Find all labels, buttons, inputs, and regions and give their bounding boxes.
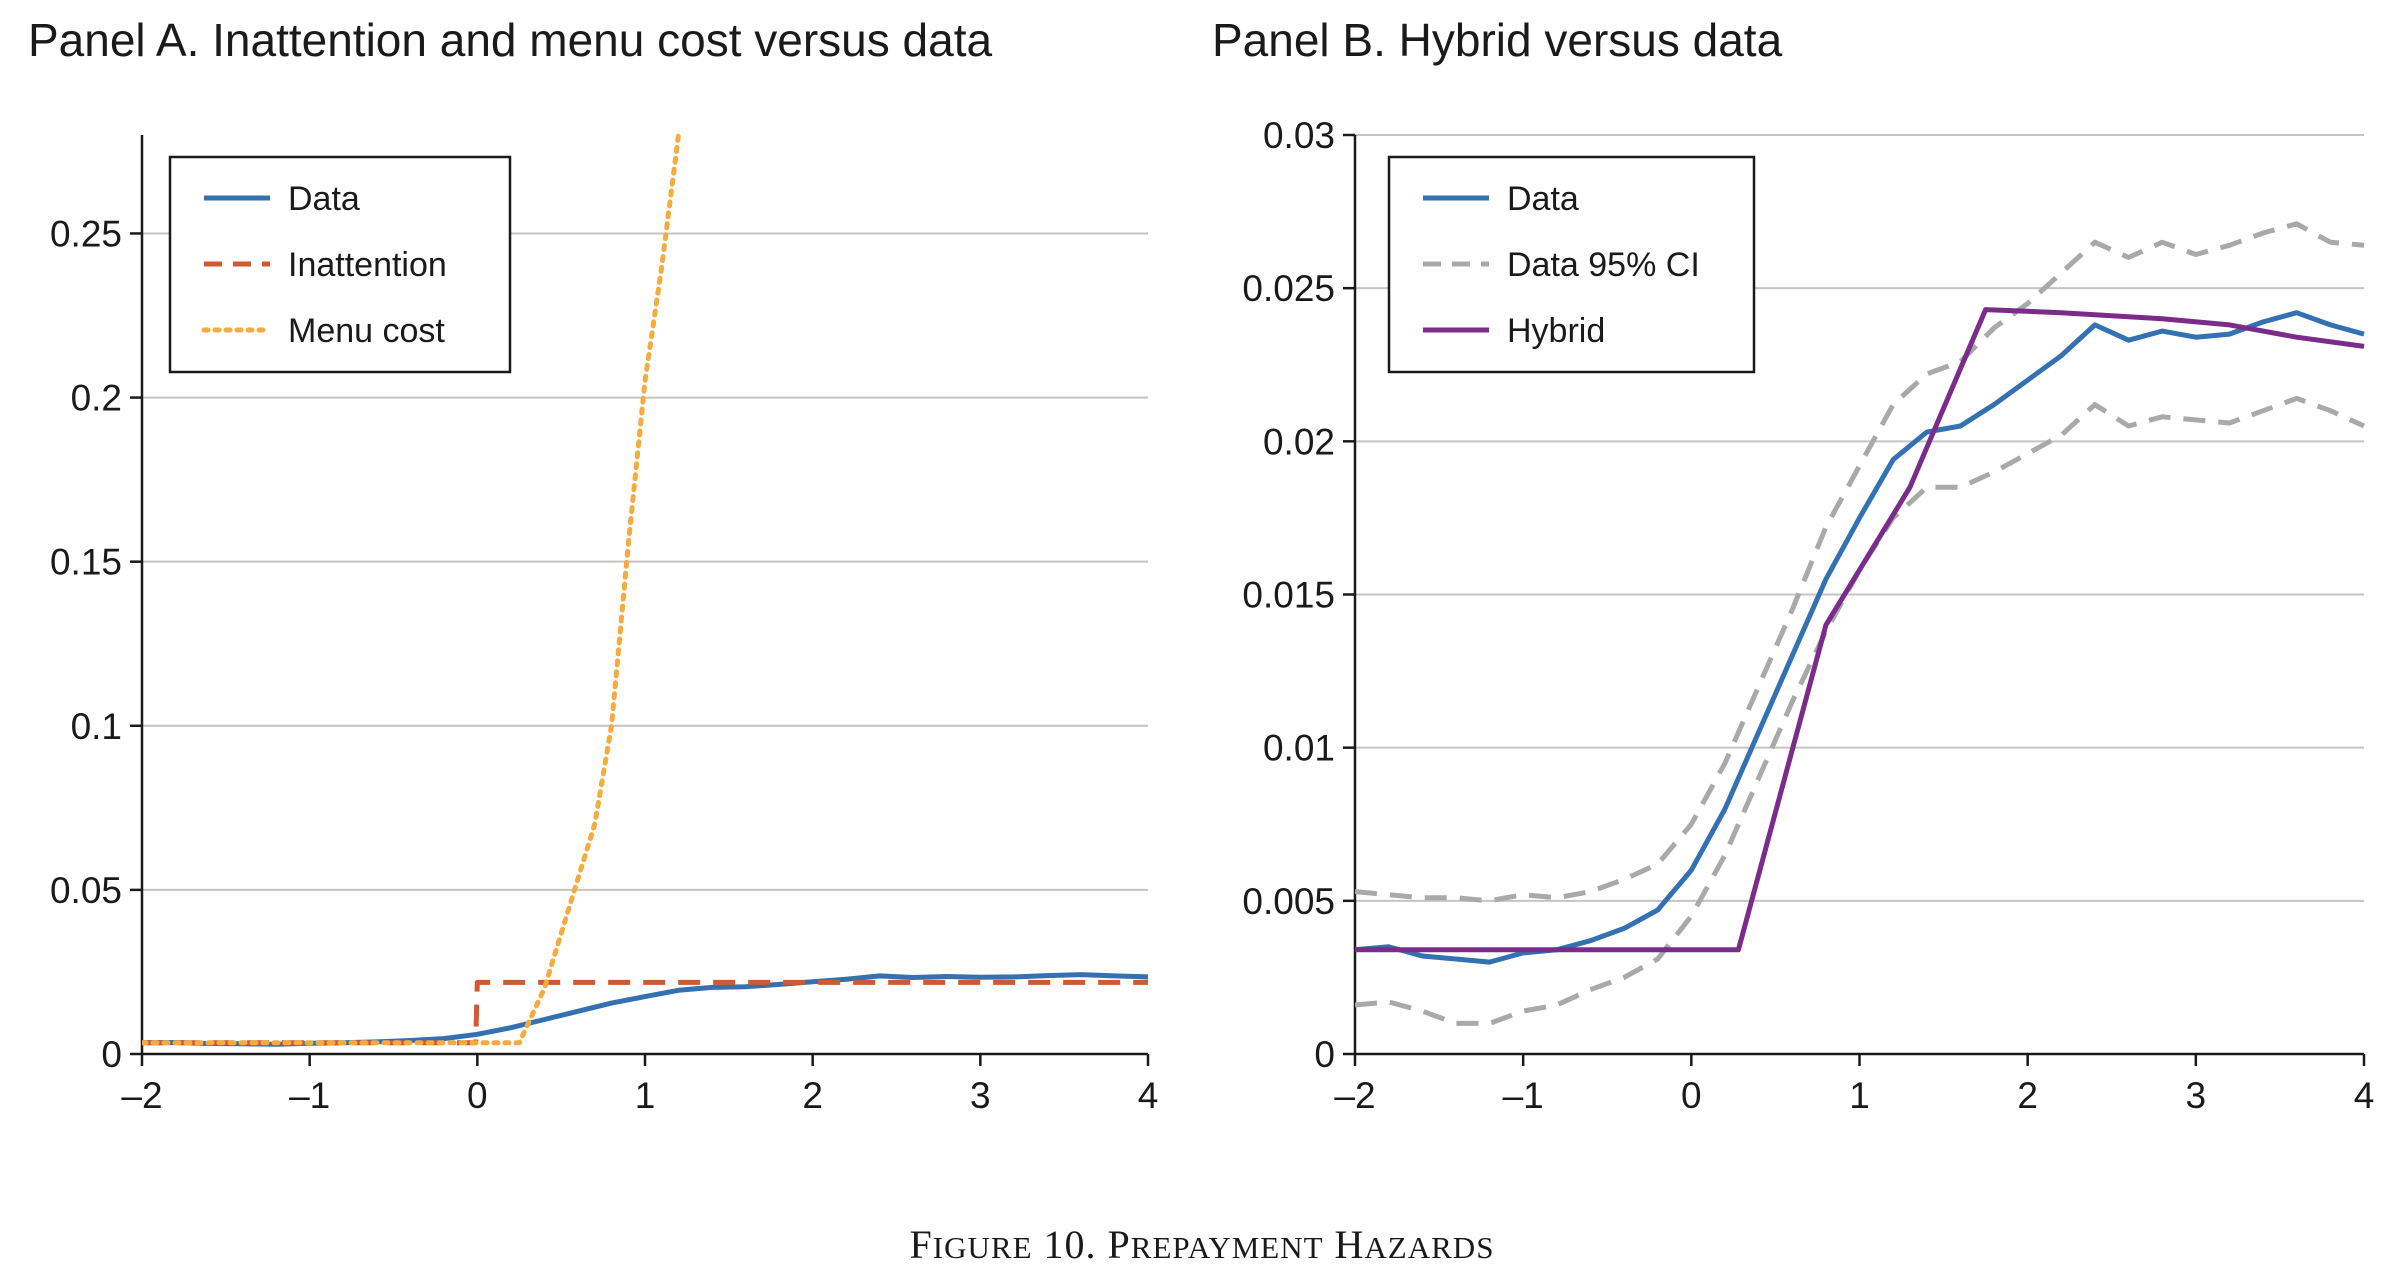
caption-part: F xyxy=(910,1222,933,1267)
panel-a-x-tick-label: –1 xyxy=(289,1075,330,1116)
panel-a-x-tick-label: –2 xyxy=(121,1075,162,1116)
panel-b-y-tick-label: 0 xyxy=(1314,1034,1335,1075)
panel-a-y-tick-label: 0.05 xyxy=(50,870,122,911)
caption-part: H xyxy=(1324,1222,1365,1267)
panel-a-series-menu-cost xyxy=(142,132,681,1046)
panel-a-chart: 0 0.05 0.1 0.15 0.2 0.25 –2 –1 0 1 2 3 4 Data Inattent… xyxy=(50,132,1159,1116)
panel-b-x-tick-label: 2 xyxy=(2017,1075,2038,1116)
panel-a-y-tick-label: 0.25 xyxy=(50,213,122,254)
panel-b-legend: Data Data 95% CI Hybrid xyxy=(1387,155,1756,374)
panel-b-y-tick-label: 0.005 xyxy=(1242,881,1335,922)
panel-b-y-tick-label: 0.03 xyxy=(1263,115,1335,156)
panel-b-x-tick-label: 4 xyxy=(2354,1075,2375,1116)
panel-b-y-tick-label: 0.025 xyxy=(1242,268,1335,309)
panel-a-x-tick-label: 4 xyxy=(1138,1075,1159,1116)
panel-a-x-tick-label: 1 xyxy=(635,1075,656,1116)
panel-a-legend: Data Inattention Menu cost xyxy=(168,155,512,374)
panel-a-legend-box xyxy=(168,155,512,374)
panel-a-y-tick-label: 0.1 xyxy=(71,706,122,747)
panel-b-chart: 0 0.005 0.01 0.015 0.02 0.025 0.03 –2 –1 0 1 2 3 4 Dat… xyxy=(1242,115,2374,1116)
panel-b-legend-box xyxy=(1387,155,1756,374)
panel-b-legend-label: Data xyxy=(1507,180,1579,218)
panel-b-x-tick-label: 0 xyxy=(1681,1075,1702,1116)
caption-part: IGURE xyxy=(933,1230,1033,1265)
caption-part: AZARDS xyxy=(1364,1230,1494,1265)
panel-b-legend-label: Hybrid xyxy=(1507,312,1605,350)
panel-b-series-data xyxy=(1355,310,2365,965)
panel-b-x-tick-label: 1 xyxy=(1849,1075,1870,1116)
panel-b-x-tick-label: –2 xyxy=(1334,1075,1375,1116)
panel-a-y-tick-label: 0 xyxy=(101,1034,122,1075)
panel-b-title: Panel B. Hybrid versus data xyxy=(1212,14,1783,66)
panel-a-y-tick-label: 0.15 xyxy=(50,542,122,583)
panel-a-title: Panel A. Inattention and menu cost versu… xyxy=(28,14,992,66)
panel-b-y-tick-label: 0.01 xyxy=(1263,728,1335,769)
panel-b-x-tick-label: 3 xyxy=(2186,1075,2207,1116)
panel-a-series-inattention xyxy=(142,979,1148,1046)
panel-b-series-hybrid xyxy=(1355,307,2365,953)
panel-a-legend-label: Data xyxy=(288,180,360,218)
panel-b-y-tick-label: 0.02 xyxy=(1263,421,1335,462)
panel-b-series-data-95-ci xyxy=(1355,221,2365,904)
panel-b-y-tick-label: 0.015 xyxy=(1242,575,1335,616)
caption-part: REPAYMENT xyxy=(1131,1230,1324,1265)
panel-a-x-tick-label: 0 xyxy=(467,1075,488,1116)
panel-a-legend-label: Inattention xyxy=(288,246,447,284)
panel-a-legend-label: Menu cost xyxy=(288,312,445,350)
panel-a-y-tick-label: 0.2 xyxy=(71,378,122,419)
panel-a-x-tick-label: 2 xyxy=(802,1075,823,1116)
panel-b-legend-label: Data 95% CI xyxy=(1507,246,1700,284)
figure-caption: FIGURE 10. PREPAYMENT HAZARDS xyxy=(910,1222,1495,1267)
panel-b-x-tick-label: –1 xyxy=(1503,1075,1544,1116)
caption-part: 10. P xyxy=(1033,1222,1131,1267)
panel-a-series-data xyxy=(142,972,1149,1047)
panel-b-series-data-95-ci-lower xyxy=(1355,395,2366,1026)
panel-a-x-tick-label: 3 xyxy=(970,1075,991,1116)
